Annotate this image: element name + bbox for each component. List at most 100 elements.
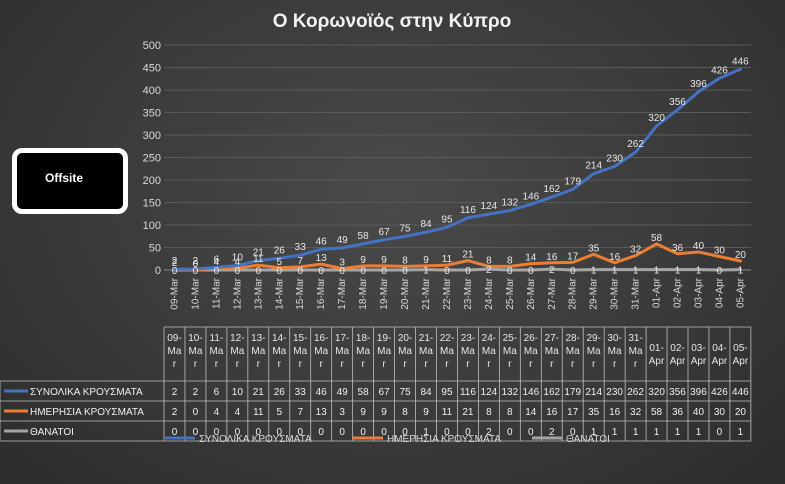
table-header-15-1: Ma [482,346,496,357]
table-header-1-1: Ma [188,346,202,357]
table-header-4-0: 13- [251,333,265,344]
x-tick-label-3: 12-Mar [232,277,243,309]
y-tick-label-4: 200 [143,175,161,187]
data-label-2-2: 0 [214,266,220,277]
table-header-23-0: 01- [649,343,663,354]
table-cell-1-13: 11 [442,407,453,418]
table-cell-0-12: 84 [420,387,432,398]
x-tick-label-14: 23-Mar [463,277,474,309]
table-cell-1-25: 40 [693,407,705,418]
data-label-2-15: 2 [486,265,492,276]
x-tick-label-4: 13-Mar [253,277,264,309]
data-label-0-15: 124 [481,201,498,212]
x-tick-label-10: 19-Mar [379,277,390,309]
table-header-20-0: 29- [586,333,600,344]
x-tick-label-7: 16-Mar [316,277,327,309]
table-header-19-1: Ma [566,346,580,357]
table-cell-1-24: 36 [672,407,684,418]
table-cell-0-7: 46 [316,387,328,398]
legend-label-0: ΣΥΝΟΛΙΚΑ ΚΡΟΥΣΜΑΤΑ [199,434,312,445]
table-header-18-1: Ma [545,346,559,357]
table-header-7-2: r [320,359,324,370]
data-label-0-21: 230 [606,154,623,165]
table-cell-2-20: 1 [591,427,597,438]
table-cell-1-22: 32 [630,407,642,418]
data-label-0-20: 214 [585,161,602,172]
table-cell-2-0: 0 [172,427,178,438]
table-cell-1-17: 14 [525,407,537,418]
table-header-19-2: r [571,359,575,370]
table-cell-2-22: 1 [633,427,639,438]
data-label-2-21: 1 [612,266,618,277]
table-header-11-2: r [403,359,407,370]
data-label-0-27: 446 [732,56,749,67]
table-header-25-0: 03- [691,343,705,354]
table-cell-1-26: 30 [714,407,726,418]
data-label-1-22: 32 [630,245,642,256]
table-cell-2-12: 1 [423,427,429,438]
table-row-name-1: ΗΜΕΡΗΣΙΑ ΚΡΟΥΣΜΑΤΑ [30,407,144,418]
table-cell-0-17: 146 [522,387,539,398]
data-label-2-25: 1 [696,266,702,277]
table-header-7-0: 16- [314,333,328,344]
y-tick-label-9: 450 [143,63,161,75]
data-label-2-14: 0 [465,266,471,277]
data-label-2-9: 0 [360,266,366,277]
data-labels: 0 0 0 0 0 0 0 0 0 0 0 0 1 0 0 2 0 0 2 0 1 1 1 1 1 1 0 12 0 4 4 11 5 7 13 3 9… [172,56,749,277]
table-cell-2-9: 0 [360,427,366,438]
table-header-25-1: Apr [691,356,707,367]
table-cell-0-16: 132 [501,387,518,398]
legend: ΣΥΝΟΛΙΚΑ ΚΡΟΥΣΜΑΤΑ ΗΜΕΡΗΣΙΑ ΚΡΟΥΣΜΑΤΑ ΘΑΝΑ… [165,434,610,445]
data-label-2-12: 1 [423,266,429,277]
table-header-17-0: 26- [524,333,538,344]
table-cell-0-24: 356 [669,387,686,398]
table-header-12-1: Ma [419,346,433,357]
data-label-2-16: 0 [507,266,513,277]
table-header-9-2: r [361,359,365,370]
table-cell-1-15: 8 [486,407,492,418]
table-cell-1-5: 5 [276,407,282,418]
table-header-8-0: 17- [335,333,349,344]
data-label-1-26: 30 [714,246,726,257]
offsite-label: Offsite [45,171,84,185]
data-label-0-14: 116 [460,205,476,216]
data-label-2-5: 0 [276,266,282,277]
x-tick-label-2: 11-Mar [211,277,222,309]
table-cell-1-7: 13 [316,407,328,418]
table-cell-2-17: 0 [528,427,534,438]
table-header-8-2: r [340,359,344,370]
table-header-16-0: 25- [503,333,517,344]
data-label-0-7: 46 [316,236,328,247]
table-cell-2-6: 0 [297,427,303,438]
table-header-11-0: 20- [398,333,412,344]
data-label-0-25: 396 [690,79,707,90]
table-cell-2-5: 0 [276,427,282,438]
data-label-2-0: 0 [172,266,178,277]
data-label-1-21: 16 [609,252,621,263]
data-label-2-23: 1 [654,266,660,277]
table-header-18-2: r [550,359,554,370]
table-cell-1-10: 9 [381,407,387,418]
table-cell-1-14: 21 [462,407,474,418]
table-cell-0-10: 67 [379,387,391,398]
table-cell-2-27: 1 [738,427,744,438]
y-axis: 0 50 100 150 200 250 300 350 400 450 500 [143,40,161,277]
table-cell-2-25: 1 [696,427,702,438]
table-cell-2-15: 2 [486,427,492,438]
table-header-15-2: r [487,359,491,370]
table-cell-2-10: 0 [381,427,387,438]
data-label-1-20: 35 [588,243,600,254]
table-cell-0-4: 21 [253,387,265,398]
data-label-0-5: 26 [274,245,286,256]
table-cell-0-22: 262 [627,387,644,398]
data-label-1-15: 8 [486,255,492,266]
table-header-13-2: r [445,359,449,370]
table-header-20-1: Ma [587,346,601,357]
table-header-4-1: Ma [251,346,265,357]
data-label-1-11: 8 [402,255,408,266]
table-cell-0-14: 116 [460,387,476,398]
data-label-2-8: 0 [339,266,345,277]
data-label-2-27: 1 [738,266,744,277]
data-label-1-12: 9 [423,255,429,266]
